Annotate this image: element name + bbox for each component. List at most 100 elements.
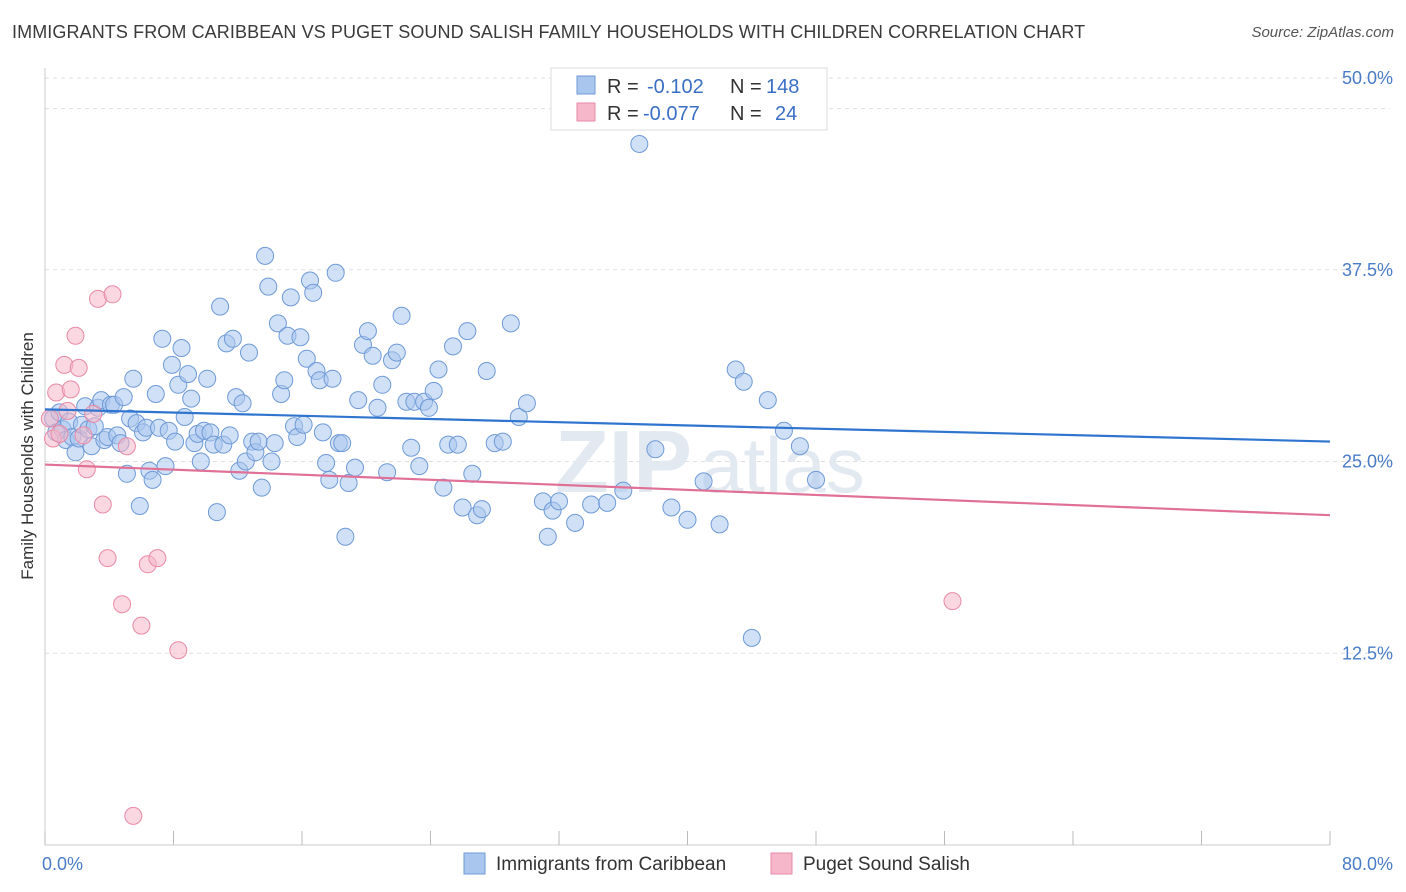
legend-r-label-0: R = bbox=[607, 76, 639, 98]
caribbean-point-102 bbox=[387, 343, 406, 362]
x-tick-label-0: 0.0% bbox=[42, 854, 83, 874]
caribbean-point-130 bbox=[550, 492, 568, 511]
legend-label-caribbean: Immigrants from Caribbean bbox=[496, 854, 726, 875]
caribbean-point-120 bbox=[472, 500, 491, 519]
caribbean-point-118 bbox=[463, 464, 482, 483]
salish-point-17 bbox=[117, 437, 136, 456]
salish-point-0 bbox=[40, 409, 59, 428]
caribbean-point-99 bbox=[373, 375, 392, 394]
series-salish-points bbox=[40, 285, 962, 825]
caribbean-point-56 bbox=[223, 329, 242, 348]
caribbean-point-52 bbox=[211, 297, 230, 316]
caribbean-point-137 bbox=[662, 498, 681, 517]
salish-trend-line bbox=[44, 463, 1331, 517]
salish-point-7 bbox=[66, 326, 85, 345]
caribbean-point-68 bbox=[262, 452, 281, 471]
caribbean-point-74 bbox=[281, 288, 300, 307]
caribbean-point-37 bbox=[162, 355, 181, 374]
caribbean-point-134 bbox=[614, 481, 633, 500]
legend-swatch-salish bbox=[576, 102, 596, 122]
caribbean-point-43 bbox=[182, 389, 201, 408]
salish-point-10 bbox=[77, 460, 96, 479]
caribbean-point-27 bbox=[130, 497, 149, 515]
y-tick-label-1: 25.0% bbox=[1342, 452, 1393, 472]
caribbean-point-100 bbox=[378, 463, 397, 482]
caribbean-point-133 bbox=[598, 493, 617, 512]
salish-point-2 bbox=[47, 383, 66, 402]
y-tick-label-3: 50.0% bbox=[1342, 68, 1393, 88]
legend-n-label-0: N = bbox=[730, 76, 762, 98]
caribbean-point-34 bbox=[153, 329, 172, 348]
caribbean-point-110 bbox=[424, 381, 443, 400]
caribbean-point-65 bbox=[252, 478, 271, 497]
salish-point-18 bbox=[124, 806, 143, 825]
caribbean-point-41 bbox=[175, 408, 194, 426]
salish-point-22 bbox=[169, 641, 188, 660]
legend-r-label-1: R = bbox=[607, 103, 639, 125]
caribbean-point-123 bbox=[493, 432, 512, 451]
caribbean-point-140 bbox=[710, 515, 729, 534]
caribbean-point-67 bbox=[259, 277, 278, 296]
caribbean-point-91 bbox=[336, 527, 355, 546]
salish-point-3 bbox=[50, 424, 69, 443]
caribbean-point-132 bbox=[582, 495, 601, 514]
caribbean-point-94 bbox=[349, 391, 368, 410]
caribbean-point-79 bbox=[297, 349, 316, 368]
salish-point-9 bbox=[74, 426, 93, 445]
caribbean-point-61 bbox=[240, 343, 258, 362]
caribbean-point-72 bbox=[275, 371, 294, 390]
salish-point-13 bbox=[93, 495, 112, 514]
caribbean-point-92 bbox=[339, 474, 358, 492]
caribbean-point-146 bbox=[790, 437, 809, 456]
legend-n-value-0: 148 bbox=[766, 76, 799, 98]
caribbean-point-144 bbox=[758, 391, 777, 410]
caribbean-point-124 bbox=[501, 314, 520, 333]
caribbean-point-69 bbox=[265, 434, 284, 453]
legend-r-value-0: -0.102 bbox=[647, 76, 704, 98]
caribbean-point-31 bbox=[143, 470, 162, 489]
gridlines bbox=[45, 77, 1390, 654]
chart-title: IMMIGRANTS FROM CARIBBEAN VS PUGET SOUND… bbox=[12, 22, 1086, 42]
x-tick-label-1: 80.0% bbox=[1342, 854, 1393, 874]
legend-swatch-bottom-salish bbox=[770, 852, 793, 875]
caribbean-point-116 bbox=[453, 498, 472, 517]
caribbean-point-87 bbox=[323, 369, 342, 388]
salish-point-14 bbox=[98, 549, 117, 568]
y-tick-label-0: 12.5% bbox=[1342, 643, 1393, 663]
caribbean-point-46 bbox=[191, 452, 210, 471]
salish-point-21 bbox=[148, 549, 167, 568]
trend-lines bbox=[44, 408, 1331, 517]
caribbean-point-111 bbox=[429, 360, 448, 379]
legend-label-salish: Puget Sound Salish bbox=[803, 854, 970, 875]
salish-point-15 bbox=[103, 285, 122, 304]
caribbean-point-32 bbox=[146, 385, 165, 403]
caribbean-point-55 bbox=[220, 426, 239, 445]
caribbean-point-117 bbox=[458, 322, 477, 341]
caribbean-point-98 bbox=[368, 398, 387, 417]
caribbean-point-70 bbox=[268, 314, 287, 333]
caribbean-point-121 bbox=[477, 362, 496, 380]
caribbean-point-145 bbox=[774, 421, 793, 440]
caribbean-point-78 bbox=[294, 415, 313, 434]
legend-n-label-1: N = bbox=[730, 103, 762, 125]
salish-point-11 bbox=[84, 404, 103, 423]
caribbean-point-66 bbox=[256, 246, 275, 265]
caribbean-point-131 bbox=[566, 513, 585, 532]
salish-point-23 bbox=[943, 592, 962, 611]
caribbean-point-22 bbox=[114, 388, 133, 407]
series-legend: Immigrants from Caribbean Puget Sound Sa… bbox=[463, 852, 970, 875]
salish-point-19 bbox=[132, 616, 151, 635]
caribbean-point-23 bbox=[117, 464, 136, 483]
caribbean-point-51 bbox=[207, 503, 226, 522]
caribbean-point-97 bbox=[363, 346, 382, 365]
caribbean-point-84 bbox=[313, 423, 332, 442]
caribbean-point-103 bbox=[392, 306, 411, 325]
caribbean-point-77 bbox=[291, 328, 310, 347]
caribbean-point-105 bbox=[402, 438, 421, 457]
salish-point-8 bbox=[69, 358, 88, 377]
caribbean-point-90 bbox=[333, 434, 352, 453]
legend-r-value-1: -0.077 bbox=[643, 103, 700, 125]
caribbean-trend-line bbox=[44, 408, 1331, 443]
legend-swatch-caribbean bbox=[576, 75, 596, 95]
